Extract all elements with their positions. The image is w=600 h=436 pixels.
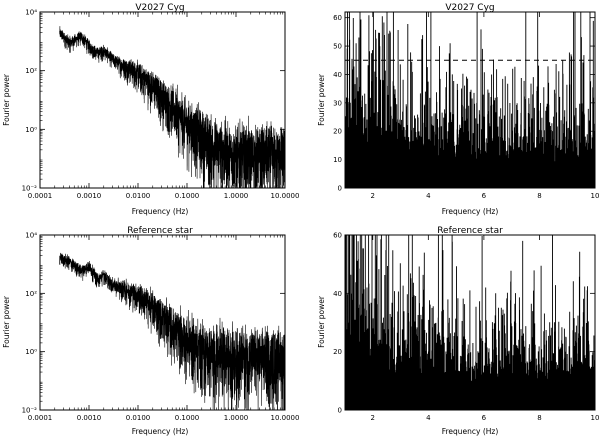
x-tick-label: 10.0000: [271, 192, 300, 200]
x-tick-label: 6: [482, 192, 487, 200]
x-tick-label: 0.0010: [77, 414, 102, 422]
y-tick-label: 40: [333, 290, 342, 298]
spectrum-bars: [345, 12, 595, 188]
panel-bottom-right-ylabel: Fourier power: [317, 295, 326, 348]
spectrum-line: [59, 26, 285, 188]
panel-bottom-right-title: Reference star: [437, 226, 503, 236]
y-tick-label: 0: [338, 407, 342, 415]
y-tick-label: 10: [333, 156, 342, 164]
y-tick-label: 20: [333, 128, 342, 136]
y-tick-label: 60: [333, 232, 342, 240]
panel-bottom-left-xlabel: Frequency (Hz): [132, 427, 189, 436]
panel-top-left: V2027 Cyg Frequency (Hz) Fourier power 0…: [2, 3, 299, 216]
plot-frame: [39, 234, 286, 411]
panel-top-right: V2027 Cyg Frequency (Hz) Fourier power 2…: [317, 3, 599, 216]
x-tick-label: 2: [371, 192, 375, 200]
y-tick-label: 10⁰: [25, 126, 37, 134]
panel-top-left-title: V2027 Cyg: [135, 3, 184, 13]
panel-top-right-ylabel: Fourier power: [317, 73, 326, 126]
spectrum-bars: [345, 235, 595, 410]
panel-top-right-xlabel: Frequency (Hz): [442, 207, 499, 216]
x-tick-label: 10.0000: [271, 414, 300, 422]
y-tick-label: 20: [333, 348, 342, 356]
x-tick-label: 1.0000: [224, 192, 249, 200]
x-tick-label: 10: [591, 414, 600, 422]
panel-bottom-left: Reference star Frequency (Hz) Fourier po…: [2, 226, 299, 436]
x-tick-label: 8: [537, 414, 541, 422]
panel-top-right-title: V2027 Cyg: [445, 3, 494, 13]
y-tick-label: 10⁻²: [22, 407, 38, 415]
x-tick-label: 2: [371, 414, 375, 422]
panel-bottom-left-title: Reference star: [127, 226, 193, 236]
y-tick-label: 30: [333, 99, 342, 107]
y-tick-label: 10⁻²: [22, 185, 38, 193]
x-tick-label: 0.0100: [126, 414, 151, 422]
y-tick-label: 10⁴: [25, 9, 37, 17]
x-tick-label: 0.0001: [28, 192, 53, 200]
x-tick-label: 0.0100: [126, 192, 151, 200]
x-tick-label: 0.0001: [28, 414, 53, 422]
x-tick-label: 4: [426, 192, 431, 200]
y-tick-label: 10⁰: [25, 348, 37, 356]
y-tick-label: 10²: [25, 67, 37, 75]
y-tick-label: 40: [333, 71, 342, 79]
x-tick-label: 0.1000: [175, 414, 200, 422]
x-tick-label: 6: [482, 414, 487, 422]
y-tick-label: 10⁴: [25, 232, 37, 240]
y-tick-label: 10²: [25, 290, 37, 298]
plot-frame: [39, 11, 286, 189]
panel-bottom-right-xlabel: Frequency (Hz): [442, 427, 499, 436]
panel-top-left-ylabel: Fourier power: [2, 73, 11, 126]
x-tick-label: 0.1000: [175, 192, 200, 200]
panel-top-left-xlabel: Frequency (Hz): [132, 207, 189, 216]
x-tick-label: 10: [591, 192, 600, 200]
y-tick-label: 60: [333, 14, 342, 22]
spectrum-line: [59, 252, 285, 410]
x-tick-label: 1.0000: [224, 414, 249, 422]
x-tick-label: 0.0010: [77, 192, 102, 200]
x-tick-label: 4: [426, 414, 431, 422]
y-tick-label: 0: [338, 185, 342, 193]
y-tick-label: 50: [333, 43, 342, 51]
panel-bottom-left-ylabel: Fourier power: [2, 295, 11, 348]
panel-bottom-right: Reference star Frequency (Hz) Fourier po…: [317, 226, 599, 436]
x-tick-label: 8: [537, 192, 541, 200]
